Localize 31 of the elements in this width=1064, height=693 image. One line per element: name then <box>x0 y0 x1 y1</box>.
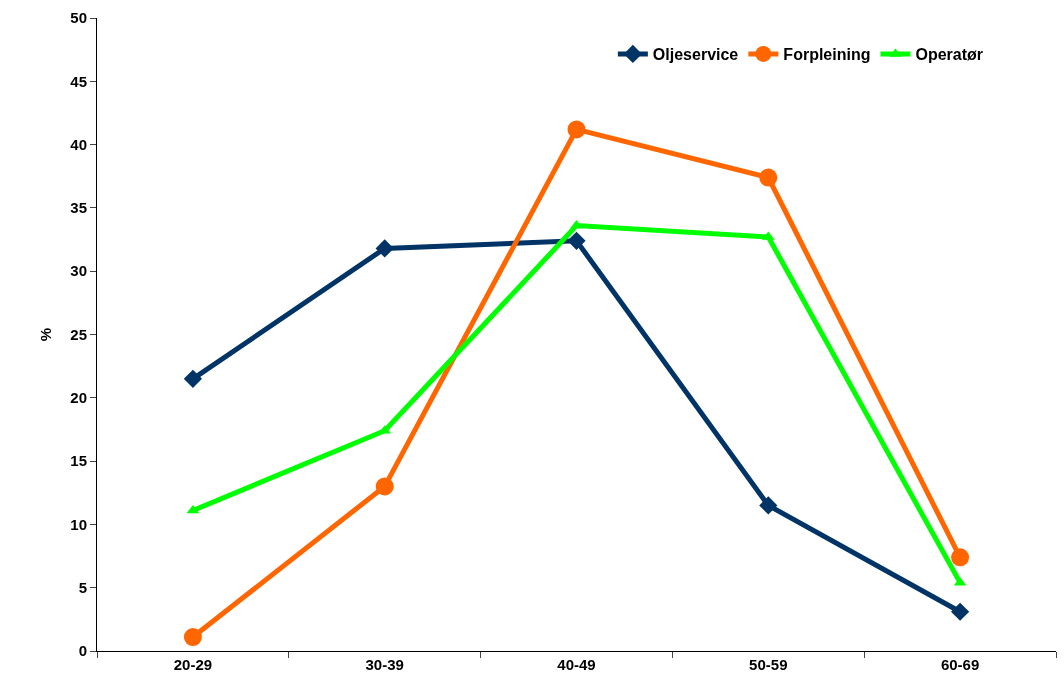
y-tick-label: 0 <box>78 642 87 660</box>
x-tick-label: 30-39 <box>365 656 404 673</box>
point <box>951 602 970 621</box>
legend-label: Forpleining <box>783 46 871 64</box>
y-tick-label: 5 <box>78 578 87 596</box>
point <box>951 548 970 567</box>
point <box>759 496 778 515</box>
x-tick-label: 60-69 <box>940 656 980 673</box>
x-tick-label: 50-59 <box>749 656 788 673</box>
x-tick-label: 40-49 <box>557 656 596 673</box>
y-axis-title: % <box>36 327 54 342</box>
y-tick-label: 20 <box>70 389 87 407</box>
y-tick-label: 50 <box>70 9 87 27</box>
point <box>186 504 200 514</box>
point <box>183 369 202 388</box>
point <box>567 120 586 139</box>
y-tick-label: 15 <box>70 452 87 470</box>
point <box>183 628 202 647</box>
point <box>375 239 394 258</box>
y-tick-label: 25 <box>70 325 87 343</box>
y-tick-label: 40 <box>70 135 87 153</box>
point <box>567 231 586 250</box>
legend-label: Operatør <box>915 46 984 64</box>
y-tick-label: 35 <box>70 199 87 217</box>
point <box>759 168 778 187</box>
legend-label: Oljeservice <box>652 46 739 64</box>
y-tick-label: 45 <box>70 72 87 90</box>
y-tick-label: 10 <box>70 515 87 533</box>
x-tick-label: 20-29 <box>173 656 213 673</box>
point <box>375 477 394 496</box>
y-tick-label: 30 <box>70 262 87 280</box>
